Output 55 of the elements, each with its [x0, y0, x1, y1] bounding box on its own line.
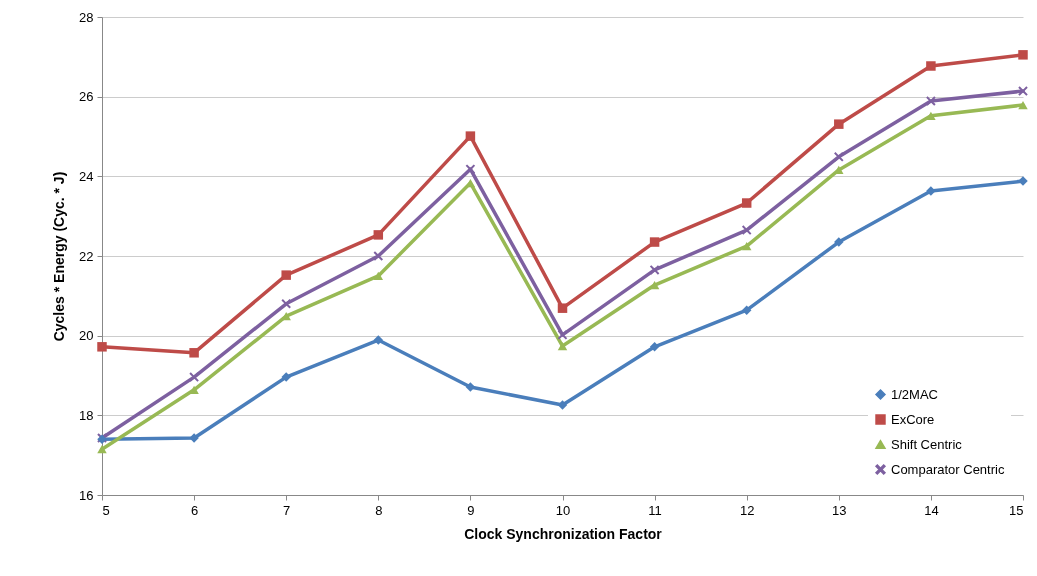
y-axis-title: Cycles * Energy (Cyc. * J) [51, 171, 68, 342]
point [557, 341, 568, 351]
point [649, 342, 660, 352]
x-tick-label: 13 [832, 502, 847, 518]
point [189, 348, 199, 358]
x-tick-label: 11 [648, 502, 662, 518]
y-tick-label: 28 [79, 9, 94, 25]
point [189, 372, 199, 382]
point [97, 445, 107, 454]
point [741, 225, 752, 235]
x-tick-label: 14 [924, 502, 939, 518]
point [373, 230, 384, 240]
point [281, 372, 291, 382]
point [373, 251, 384, 261]
point [649, 280, 660, 290]
point [926, 111, 936, 120]
point [741, 198, 752, 208]
x-axis-title: Clock Synchronization Factor [464, 525, 663, 542]
x-tick-label: 5 [102, 502, 110, 518]
point [373, 335, 384, 345]
point [557, 330, 568, 340]
point [741, 241, 752, 251]
x-tick-label: 15 [1009, 502, 1024, 518]
y-tick-label: 16 [79, 487, 94, 503]
point [557, 400, 568, 410]
x-tick-label: 10 [555, 502, 571, 518]
point [281, 270, 291, 280]
x-tick-label: 7 [283, 502, 291, 518]
point [834, 152, 844, 162]
legend-label: Shift Centric [891, 436, 963, 452]
point [465, 131, 476, 141]
y-tick-label: 20 [79, 328, 94, 344]
y-tick-label: 24 [79, 168, 94, 184]
point [834, 119, 844, 129]
x-tick-label: 8 [375, 502, 383, 518]
point [649, 237, 660, 247]
point [373, 271, 384, 281]
legend-label: 1/2MAC [891, 386, 938, 402]
y-tick-label: 26 [79, 89, 94, 105]
point [926, 96, 936, 106]
point [926, 61, 936, 71]
x-tick-label: 9 [467, 502, 475, 518]
point [557, 303, 568, 313]
legend-label: Comparator Centric [891, 461, 1005, 477]
x-tick-label: 6 [190, 502, 199, 518]
point [741, 305, 752, 315]
point [1018, 100, 1028, 110]
point [1018, 50, 1028, 60]
y-tick-label: 22 [79, 248, 94, 264]
point [97, 342, 107, 352]
y-tick-label: 18 [79, 407, 94, 423]
point [1018, 86, 1028, 96]
point [281, 299, 291, 309]
legend-label: ExCore [891, 411, 935, 427]
x-tick-label: 12 [739, 502, 755, 518]
